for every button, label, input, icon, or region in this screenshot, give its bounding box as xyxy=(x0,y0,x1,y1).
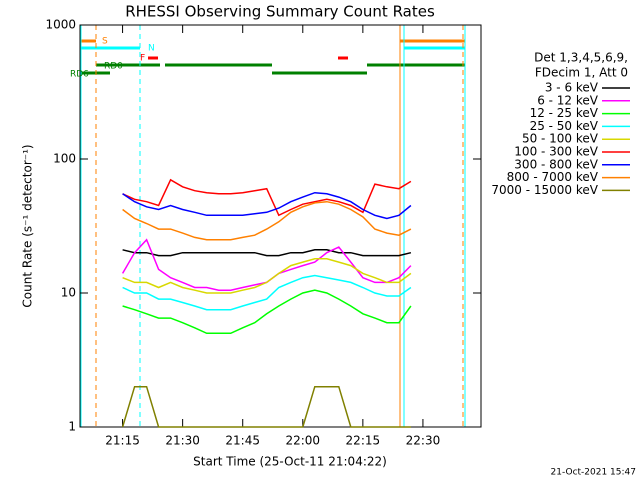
legend-label: 800 - 7000 keV xyxy=(507,170,599,184)
series-line xyxy=(122,200,412,241)
series-line xyxy=(122,289,412,335)
y-tick-label: 1000 xyxy=(45,18,76,32)
footer: 21-Oct-2021 15:47 xyxy=(551,468,636,478)
x-tick-label: 22:15 xyxy=(346,434,381,448)
series-line xyxy=(122,191,412,220)
legend-label: 7000 - 15000 keV xyxy=(491,183,598,197)
legend-label: 25 - 50 keV xyxy=(530,119,599,133)
status-label: RD6 xyxy=(70,70,89,80)
status-label: F xyxy=(140,54,145,64)
x-tick-label: 22:00 xyxy=(285,434,320,448)
series-line xyxy=(122,178,412,217)
legend-label: 50 - 100 keV xyxy=(522,132,599,146)
y-tick-label: 1 xyxy=(68,420,76,434)
legend-label: 12 - 25 keV xyxy=(530,106,599,120)
status-label: N xyxy=(148,44,155,54)
y-tick-label: 100 xyxy=(53,152,76,166)
x-tick-label: 21:30 xyxy=(165,434,200,448)
x-tick-label: 21:15 xyxy=(105,434,140,448)
legend-label: 6 - 12 keV xyxy=(537,93,599,107)
legend-label: 3 - 6 keV xyxy=(545,81,599,95)
series-line xyxy=(122,249,412,257)
status-bars xyxy=(80,39,465,75)
x-tick-label: 21:45 xyxy=(225,434,260,448)
series-line xyxy=(121,385,411,428)
chart-title: RHESSI Observing Summary Count Rates xyxy=(125,3,435,21)
series-line xyxy=(122,258,412,294)
status-label: S xyxy=(102,37,108,47)
legend-header: FDecim 1, Att 0 xyxy=(535,66,628,80)
series-line xyxy=(122,274,412,311)
x-tick-label: 22:30 xyxy=(406,434,441,448)
legend-label: 300 - 800 keV xyxy=(514,157,598,171)
legend-label: 100 - 300 keV xyxy=(514,145,598,159)
y-axis-label: Count Rate (s⁻¹ detector⁻¹) xyxy=(21,144,35,307)
status-label: RD0 xyxy=(104,62,123,72)
y-tick-label: 10 xyxy=(61,286,76,300)
event-lines xyxy=(80,25,466,427)
legend-header: Det 1,3,4,5,6,9, xyxy=(534,51,628,65)
x-axis-label: Start Time (25-Oct-11 21:04:22) xyxy=(193,455,387,469)
